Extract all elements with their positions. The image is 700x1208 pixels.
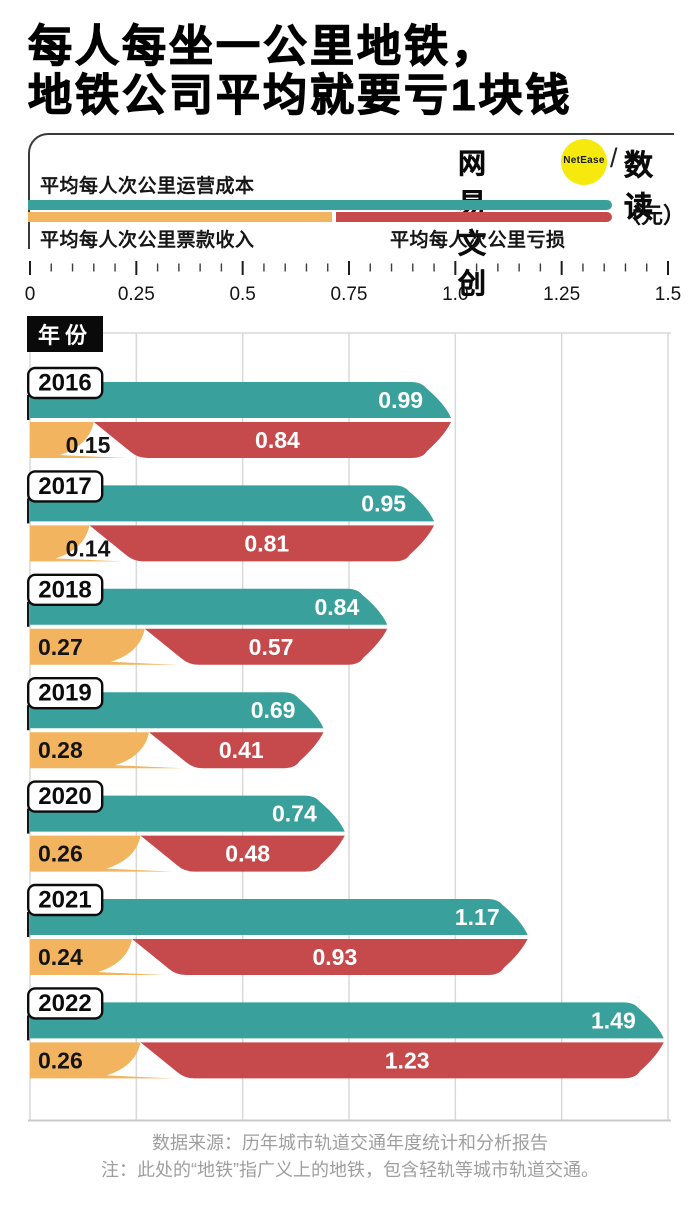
income-bar bbox=[30, 732, 183, 769]
income-bar bbox=[30, 1042, 174, 1079]
year-badge bbox=[27, 366, 104, 400]
year-spine bbox=[27, 498, 30, 524]
data-source-note: 数据来源：历年城市轨道交通年度统计和分析报告 bbox=[152, 1133, 548, 1153]
income-value: 0.27 bbox=[38, 634, 83, 660]
income-bar bbox=[30, 422, 127, 458]
cost-bar bbox=[30, 588, 388, 625]
brand-name: 网易文创 bbox=[458, 148, 488, 299]
cost-value: 0.84 bbox=[315, 594, 360, 620]
tick-label: 1.0 bbox=[442, 284, 468, 305]
year-spine bbox=[27, 705, 30, 731]
loss-value: 0.41 bbox=[219, 737, 264, 763]
income-value: 0.24 bbox=[38, 944, 83, 970]
legend-swatch-income bbox=[28, 212, 332, 222]
cost-value: 0.74 bbox=[272, 801, 317, 827]
year-label: 2019 bbox=[38, 680, 91, 707]
cost-bar bbox=[30, 795, 345, 832]
loss-bar bbox=[89, 525, 435, 562]
chart-row-2016: 2016 0.99 0.84 0.15 bbox=[27, 366, 452, 458]
year-badge bbox=[27, 883, 104, 917]
page-title: 每人每坐一公里地铁， 地铁公司平均就要亏1块钱 bbox=[27, 21, 573, 120]
year-header-box: 年份 bbox=[27, 316, 103, 352]
income-bar bbox=[30, 835, 174, 872]
year-badge bbox=[27, 573, 104, 606]
chart-row-2021: 2021 1.17 0.93 0.24 bbox=[27, 883, 528, 975]
cost-bar bbox=[30, 382, 452, 418]
legend-label-cost: 平均每人次公里运营成本 bbox=[40, 176, 255, 197]
year-label: 2021 bbox=[38, 887, 91, 914]
legend-label-loss: 平均每人次公里亏损 bbox=[390, 230, 566, 251]
cost-value: 0.69 bbox=[251, 697, 296, 723]
year-label: 2017 bbox=[38, 473, 91, 500]
income-bar bbox=[30, 628, 178, 665]
income-value: 0.15 bbox=[66, 432, 111, 458]
year-label: 2018 bbox=[38, 576, 91, 603]
year-label: 2020 bbox=[38, 783, 91, 810]
definition-note: 注：此处的“地铁”指广义上的地铁，包含轻轨等城市轨道交通。 bbox=[101, 1160, 599, 1180]
income-value: 0.26 bbox=[38, 841, 83, 867]
cost-bar bbox=[30, 899, 528, 935]
brand-separator: / bbox=[610, 143, 618, 173]
svg-text:年份: 年份 bbox=[38, 323, 92, 348]
cost-value: 1.49 bbox=[591, 1007, 636, 1033]
loss-value: 0.84 bbox=[255, 427, 300, 453]
legend-label-income: 平均每人次公里票款收入 bbox=[40, 230, 255, 251]
netease-badge: NetEase bbox=[563, 155, 605, 166]
cost-bar bbox=[30, 485, 435, 522]
loss-bar bbox=[132, 939, 528, 975]
legend-swatch-loss bbox=[336, 212, 612, 222]
tick-label: 1.25 bbox=[543, 284, 580, 305]
cost-value: 0.95 bbox=[361, 490, 406, 516]
income-bar bbox=[30, 939, 166, 975]
netease-yellow-circle-icon bbox=[561, 139, 607, 185]
year-badge bbox=[27, 677, 104, 710]
chart-row-2017: 2017 0.95 0.81 0.14 bbox=[27, 470, 435, 562]
loss-bar bbox=[140, 1042, 664, 1079]
year-badge bbox=[27, 987, 104, 1020]
chart-row-2022: 2022 1.49 1.23 0.26 bbox=[27, 987, 664, 1079]
income-value: 0.26 bbox=[38, 1047, 83, 1073]
year-badge bbox=[27, 780, 104, 813]
product-name: 数读 bbox=[624, 150, 654, 225]
title-line-1: 每人每坐一公里地铁， bbox=[27, 21, 498, 71]
year-label: 2016 bbox=[38, 370, 91, 397]
tick-label: 0.5 bbox=[229, 284, 255, 305]
cost-value: 0.99 bbox=[378, 387, 423, 413]
loss-bar bbox=[149, 732, 324, 769]
income-bar bbox=[30, 525, 123, 562]
loss-bar bbox=[93, 422, 452, 458]
chart-row-2018: 2018 0.84 0.57 0.27 bbox=[27, 573, 388, 665]
loss-bar bbox=[144, 628, 388, 665]
year-badge bbox=[27, 470, 104, 503]
loss-value: 0.93 bbox=[312, 944, 357, 970]
chart-row-2019: 2019 0.69 0.41 0.28 bbox=[27, 677, 324, 769]
year-spine bbox=[27, 395, 30, 420]
year-spine bbox=[27, 912, 30, 937]
cost-bar bbox=[30, 1002, 664, 1039]
loss-value: 0.48 bbox=[225, 841, 270, 867]
year-spine bbox=[27, 808, 30, 834]
loss-value: 1.23 bbox=[385, 1047, 430, 1073]
loss-value: 0.81 bbox=[244, 530, 289, 556]
tick-label: 0.75 bbox=[331, 284, 368, 305]
loss-bar bbox=[140, 835, 345, 872]
year-label: 2022 bbox=[38, 990, 91, 1017]
income-value: 0.28 bbox=[38, 737, 83, 763]
title-line-2: 地铁公司平均就要亏1块钱 bbox=[27, 70, 573, 120]
loss-value: 0.57 bbox=[249, 634, 294, 660]
cost-value: 1.17 bbox=[455, 904, 500, 930]
legend-swatch-cost bbox=[28, 200, 612, 210]
unit-label: （元） bbox=[619, 203, 686, 228]
year-spine bbox=[27, 601, 30, 627]
chart-row-2020: 2020 0.740.48 0.26 bbox=[27, 780, 345, 872]
tick-label: 0.25 bbox=[118, 284, 155, 305]
tick-label: 1.5 bbox=[655, 284, 681, 305]
income-value: 0.14 bbox=[66, 535, 111, 561]
legend-frame bbox=[28, 133, 674, 249]
tick-label: 0 bbox=[25, 284, 36, 305]
year-spine bbox=[27, 1015, 30, 1041]
footer: 数据来源：历年城市轨道交通年度统计和分析报告 注：此处的“地铁”指广义上的地铁，… bbox=[0, 1130, 700, 1184]
